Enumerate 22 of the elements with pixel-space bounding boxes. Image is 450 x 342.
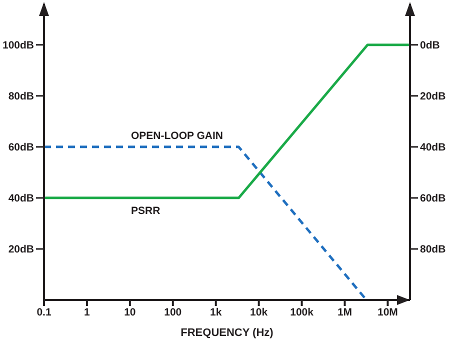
y2-tick-label: 20dB (420, 90, 446, 103)
y-tick-label: 100dB (2, 40, 34, 52)
y-tick-label: 40dB (8, 192, 34, 205)
x-tick-label: 1k (210, 306, 222, 318)
y-tick-label: 60dB (8, 142, 34, 154)
x-tick-label: 10k (250, 306, 268, 318)
x-tick-label: 1 (84, 306, 90, 318)
series-label: PSRR (131, 204, 161, 217)
x-tick-label: 100k (290, 306, 314, 318)
y-tick-label: 20dB (8, 244, 34, 256)
y-tick-label: 80dB (8, 90, 34, 103)
x-tick-label: 0.1 (36, 306, 52, 318)
y2-tick-label: 0dB (420, 40, 440, 52)
x-axis-title: FREQUENCY (Hz) (180, 327, 274, 339)
y2-tick-label: 40dB (420, 142, 446, 154)
y2-tick-label: 80dB (420, 244, 446, 256)
x-tick-label: 10 (124, 306, 136, 318)
x-tick-label: 10M (378, 306, 398, 318)
y2-tick-label: 60dB (420, 192, 446, 205)
series-label: OPEN-LOOP GAIN (131, 130, 223, 142)
x-tick-label: 1M (337, 306, 352, 318)
x-tick-label: 100 (164, 306, 182, 318)
